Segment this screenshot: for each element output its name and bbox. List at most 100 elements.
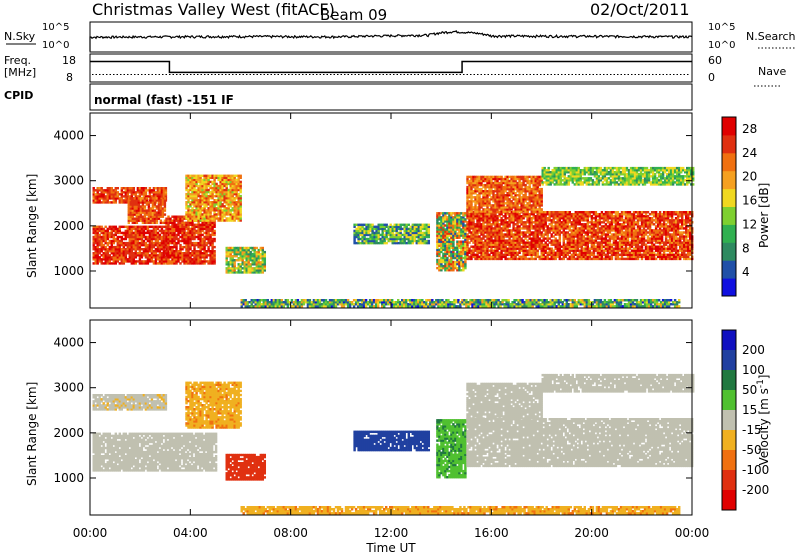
frequency-series-line bbox=[90, 62, 692, 73]
heatmap-cell bbox=[462, 269, 464, 271]
freq-panel: Freq. [MHz] 18 8 60 0 Nave bbox=[4, 54, 786, 86]
heatmap-cell bbox=[111, 187, 113, 189]
heatmap-cell bbox=[593, 252, 595, 254]
heatmap-cell bbox=[617, 241, 619, 243]
nsearch-label: N.Search bbox=[746, 30, 796, 43]
heatmap-cell bbox=[135, 260, 137, 262]
heatmap-cell bbox=[526, 244, 528, 246]
heatmap-cell bbox=[193, 203, 195, 205]
heatmap-cell bbox=[559, 237, 561, 239]
heatmap-cell bbox=[496, 237, 498, 239]
heatmap-cell bbox=[135, 242, 137, 244]
heatmap-cell bbox=[135, 191, 137, 193]
heatmap-cell bbox=[611, 258, 613, 260]
heatmap-cell bbox=[557, 244, 559, 246]
heatmap-cell bbox=[617, 219, 619, 221]
heatmap-cell bbox=[146, 197, 148, 199]
date-label: 02/Oct/2011 bbox=[590, 0, 690, 19]
heatmap-cell bbox=[264, 251, 266, 253]
heatmap-cell bbox=[633, 225, 635, 227]
heatmap-cell bbox=[526, 250, 528, 252]
heatmap-cell bbox=[254, 247, 256, 249]
heatmap-cell bbox=[240, 203, 242, 205]
heatmap-cell bbox=[213, 250, 215, 252]
heatmap-cell bbox=[470, 258, 472, 260]
heatmap-cell bbox=[587, 237, 589, 239]
heatmap-cell bbox=[464, 230, 466, 232]
heatmap-cell bbox=[526, 235, 528, 237]
heatmap-cell bbox=[526, 219, 528, 221]
heatmap-cell bbox=[223, 197, 225, 199]
heatmap-cell bbox=[193, 260, 195, 262]
heatmap-cell bbox=[193, 209, 195, 211]
heatmap-cell bbox=[105, 254, 107, 256]
heatmap-cell bbox=[464, 212, 466, 214]
heatmap-cell bbox=[134, 197, 136, 199]
heatmap-cell bbox=[148, 203, 150, 205]
heatmap-cell bbox=[105, 260, 107, 262]
heatmap-cell bbox=[223, 205, 225, 207]
heatmap-cell bbox=[240, 175, 242, 177]
heatmap-cell bbox=[254, 249, 256, 251]
heatmap-cell bbox=[464, 224, 466, 226]
rti-plot: Christmas Valley West (fitACF) Beam 09 0… bbox=[0, 0, 800, 554]
nsky-tick-top: 10^5 bbox=[42, 22, 69, 33]
heatmap-cell bbox=[193, 211, 195, 213]
nave-tick-top: 60 bbox=[708, 54, 722, 67]
heatmap-cell bbox=[193, 228, 195, 230]
heatmap-cell bbox=[133, 187, 135, 189]
nsky-panel: N.Sky 10^5 10^0 10^5 10^0 N.Search bbox=[4, 22, 796, 52]
heatmap-cell bbox=[223, 211, 225, 213]
heatmap-cell bbox=[164, 203, 166, 205]
heatmap-cell bbox=[134, 209, 136, 211]
heatmap-cell bbox=[587, 244, 589, 246]
heatmap-cell bbox=[193, 224, 195, 226]
heatmap-cell bbox=[428, 228, 430, 230]
heatmap-cell bbox=[193, 191, 195, 193]
heatmap-cell bbox=[526, 258, 528, 260]
heatmap-cell bbox=[262, 247, 264, 249]
heatmap-cell bbox=[136, 222, 138, 224]
heatmap-cell bbox=[496, 244, 498, 246]
heatmap-cell bbox=[547, 244, 549, 246]
heatmap-cell bbox=[464, 245, 466, 247]
heatmap-cell bbox=[464, 257, 466, 259]
cpid-label: CPID bbox=[4, 89, 33, 102]
heatmap-cell bbox=[213, 230, 215, 232]
heatmap-cell bbox=[526, 252, 528, 254]
power-panel: 1000200030004000 Slant Range [km] 481216… bbox=[25, 113, 771, 308]
heatmap-cell bbox=[637, 258, 639, 260]
heatmap-cell bbox=[500, 258, 502, 260]
heatmap-cell bbox=[375, 242, 377, 244]
heatmap-cell bbox=[617, 244, 619, 246]
heatmap-cell bbox=[587, 211, 589, 213]
heatmap-cell bbox=[587, 258, 589, 260]
heatmap-cell bbox=[406, 242, 408, 244]
heatmap-cell bbox=[223, 179, 225, 181]
heatmap-cell bbox=[165, 189, 167, 191]
heatmap-cell bbox=[240, 195, 242, 197]
heatmap-cell bbox=[193, 197, 195, 199]
heatmap-cell bbox=[223, 175, 225, 177]
heatmap-cell bbox=[526, 239, 528, 241]
heatmap-cell bbox=[113, 242, 115, 244]
heatmap-cell bbox=[557, 252, 559, 254]
heatmap-cell bbox=[428, 240, 430, 242]
heatmap-cell bbox=[617, 258, 619, 260]
heatmap-cell bbox=[557, 219, 559, 221]
heatmap-cell bbox=[466, 244, 468, 246]
heatmap-cell bbox=[135, 228, 137, 230]
heatmap-cell bbox=[406, 228, 408, 230]
heatmap-cell bbox=[213, 246, 215, 248]
heatmap-cell bbox=[165, 187, 167, 189]
nsky-series-line bbox=[90, 31, 692, 51]
heatmap-cell bbox=[526, 231, 528, 233]
heatmap-cell bbox=[264, 255, 266, 257]
heatmap-cell bbox=[617, 211, 619, 213]
heatmap-cell bbox=[535, 258, 537, 260]
heatmap-cell bbox=[440, 269, 442, 271]
heatmap-cell bbox=[464, 251, 466, 253]
heatmap-cell bbox=[156, 222, 158, 224]
heatmap-cell bbox=[240, 217, 242, 219]
heatmap-cell bbox=[135, 254, 137, 256]
